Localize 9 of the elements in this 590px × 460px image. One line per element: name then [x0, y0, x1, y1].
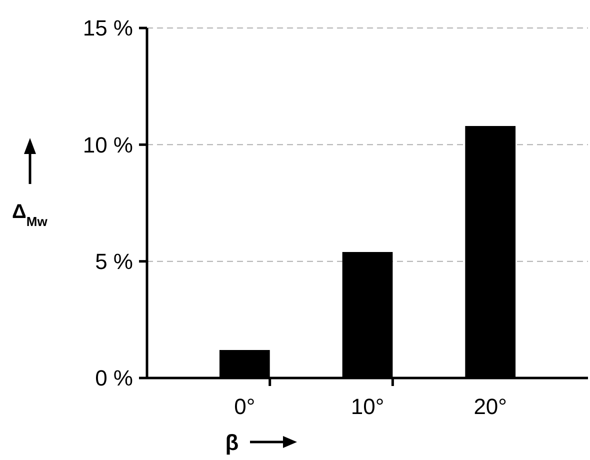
x-tick-label: 0° — [234, 394, 256, 419]
y-tick-label: 5 % — [95, 249, 133, 274]
x-tick-label: 20° — [474, 394, 507, 419]
y-axis-title: Δ$_{Mw}$ — [12, 201, 48, 228]
x-axis-title: β — [225, 430, 239, 455]
y-tick-label: 15 % — [82, 16, 133, 41]
y-tick-label: 0 % — [95, 366, 133, 391]
x-tick-label: 10° — [350, 394, 384, 419]
y-tick-label: 10 % — [82, 132, 133, 158]
